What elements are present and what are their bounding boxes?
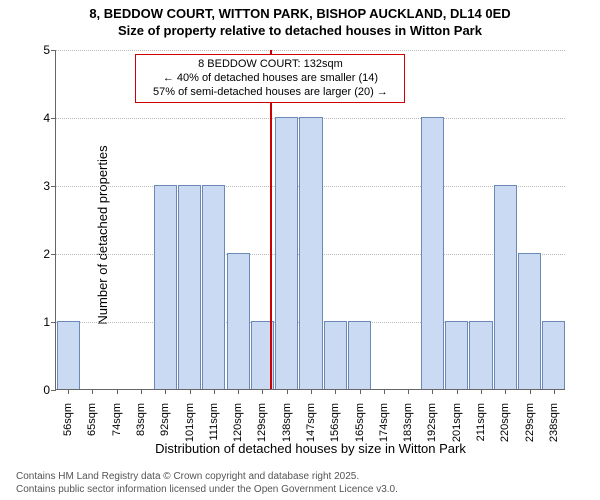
bar <box>275 117 298 389</box>
xtick-mark <box>287 389 288 394</box>
ytick-label: 5 <box>16 43 56 57</box>
xtick-label: 220sqm <box>499 397 511 442</box>
title-line-2: Size of property relative to detached ho… <box>0 23 600 40</box>
xtick-label: 211sqm <box>475 397 487 441</box>
xtick-mark <box>68 389 69 394</box>
bar <box>178 185 201 389</box>
footer-line-1: Contains HM Land Registry data © Crown c… <box>16 471 398 484</box>
xtick-mark <box>408 389 409 394</box>
bar <box>202 185 225 389</box>
xtick-mark <box>92 389 93 394</box>
x-axis-label: Distribution of detached houses by size … <box>155 441 466 456</box>
chart-title: 8, BEDDOW COURT, WITTON PARK, BISHOP AUC… <box>0 0 600 40</box>
bar <box>154 185 177 389</box>
xtick-mark <box>457 389 458 394</box>
xtick-label: 192sqm <box>426 397 438 442</box>
xtick-label: 229sqm <box>524 397 536 442</box>
ytick-label: 4 <box>16 111 56 125</box>
bar <box>421 117 444 389</box>
bar <box>542 321 565 389</box>
xtick-mark <box>190 389 191 394</box>
xtick-mark <box>384 389 385 394</box>
chart-area: Number of detached properties Distributi… <box>55 50 565 420</box>
xtick-label: 147sqm <box>305 397 317 442</box>
xtick-label: 65sqm <box>86 397 98 436</box>
xtick-label: 174sqm <box>378 397 390 442</box>
annotation-line: 57% of semi-detached houses are larger (… <box>144 86 396 100</box>
annotation-line: ← 40% of detached houses are smaller (14… <box>144 72 396 86</box>
bar <box>469 321 492 389</box>
xtick-label: 74sqm <box>111 397 123 436</box>
xtick-label: 56sqm <box>62 397 74 436</box>
annotation-box: 8 BEDDOW COURT: 132sqm← 40% of detached … <box>135 54 405 103</box>
bar <box>227 253 250 389</box>
annotation-line: 8 BEDDOW COURT: 132sqm <box>144 58 396 72</box>
bar <box>445 321 468 389</box>
xtick-mark <box>117 389 118 394</box>
title-line-1: 8, BEDDOW COURT, WITTON PARK, BISHOP AUC… <box>0 6 600 23</box>
xtick-mark <box>530 389 531 394</box>
xtick-label: 83sqm <box>135 397 147 436</box>
xtick-mark <box>238 389 239 394</box>
gridline <box>56 50 565 51</box>
attribution-footer: Contains HM Land Registry data © Crown c… <box>16 471 398 496</box>
xtick-label: 120sqm <box>232 397 244 442</box>
xtick-label: 165sqm <box>354 397 366 442</box>
xtick-mark <box>311 389 312 394</box>
xtick-label: 92sqm <box>159 397 171 436</box>
xtick-mark <box>214 389 215 394</box>
bar <box>494 185 517 389</box>
ytick-label: 3 <box>16 179 56 193</box>
xtick-mark <box>360 389 361 394</box>
xtick-label: 183sqm <box>402 397 414 442</box>
ytick-label: 0 <box>16 383 56 397</box>
xtick-mark <box>141 389 142 394</box>
xtick-mark <box>432 389 433 394</box>
xtick-label: 201sqm <box>451 397 463 442</box>
bar <box>57 321 80 389</box>
plot-region: Distribution of detached houses by size … <box>55 50 565 390</box>
xtick-mark <box>165 389 166 394</box>
xtick-label: 111sqm <box>208 397 220 441</box>
xtick-label: 101sqm <box>184 397 196 442</box>
xtick-mark <box>554 389 555 394</box>
xtick-mark <box>505 389 506 394</box>
ytick-label: 1 <box>16 315 56 329</box>
xtick-label: 156sqm <box>329 397 341 442</box>
xtick-label: 129sqm <box>256 397 268 442</box>
xtick-mark <box>262 389 263 394</box>
xtick-mark <box>335 389 336 394</box>
ytick-label: 2 <box>16 247 56 261</box>
footer-line-2: Contains public sector information licen… <box>16 484 398 497</box>
bar <box>324 321 347 389</box>
xtick-label: 138sqm <box>281 397 293 442</box>
bar <box>518 253 541 389</box>
bar <box>348 321 371 389</box>
xtick-label: 238sqm <box>548 397 560 442</box>
bar <box>299 117 322 389</box>
xtick-mark <box>481 389 482 394</box>
